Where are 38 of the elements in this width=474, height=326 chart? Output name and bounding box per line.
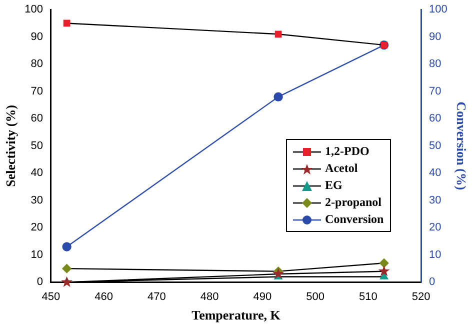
- y-tick-label: 0: [36, 276, 43, 288]
- y-tick-label: 10: [30, 248, 43, 261]
- y-tick-label: 60: [30, 112, 43, 125]
- y-tick-label: 90: [30, 30, 43, 43]
- y2-tick-label: 60: [429, 112, 442, 125]
- x-tick-label: 520: [412, 290, 430, 303]
- y2-tick-label: 70: [429, 85, 442, 98]
- legend-label: Conversion: [325, 212, 384, 228]
- y-tick-label: 30: [30, 194, 43, 206]
- x-tick-label: 510: [358, 290, 378, 303]
- legend-label: 2-propanol: [325, 195, 382, 210]
- y-tick-label: 20: [30, 222, 43, 234]
- x-tick-label: 450: [42, 290, 60, 303]
- y2-tick-label: 10: [429, 248, 442, 261]
- x-tick-label: 480: [200, 290, 219, 303]
- x-tick-label: 490: [253, 290, 272, 303]
- y-tick-label: 40: [30, 167, 43, 180]
- x-tick-label: 470: [148, 290, 166, 303]
- y2-tick-label: 20: [429, 222, 442, 234]
- y-axis-title: Selectivity (%): [3, 104, 18, 187]
- y2-tick-label: 100: [429, 4, 448, 16]
- y-tick-label: 100: [24, 4, 43, 16]
- legend-label: 1,2-PDO: [325, 144, 370, 160]
- y2-axis-title: Conversion (%): [454, 102, 469, 190]
- y2-tick-label: 80: [429, 58, 442, 70]
- legend-label: Acetol: [325, 161, 358, 176]
- x-axis-title: Temperature, K: [192, 308, 282, 323]
- y2-tick-label: 0: [429, 276, 436, 288]
- y2-tick-label: 90: [429, 30, 442, 43]
- y-tick-label: 80: [30, 58, 43, 70]
- legend-label: EG: [325, 178, 342, 194]
- y2-tick-label: 40: [429, 167, 442, 180]
- y2-tick-label: 50: [429, 140, 442, 152]
- y2-tick-label: 30: [429, 194, 442, 206]
- x-tick-label: 460: [94, 290, 114, 303]
- y-tick-label: 50: [30, 140, 43, 152]
- x-tick-label: 500: [306, 290, 324, 303]
- y-tick-label: 70: [30, 85, 43, 98]
